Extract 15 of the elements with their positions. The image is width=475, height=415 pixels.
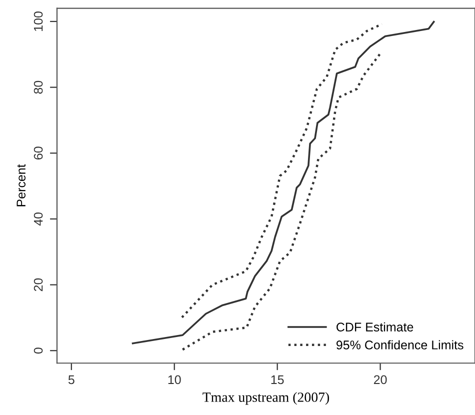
y-tick-label: 80 xyxy=(34,80,43,94)
y-tick-label: 20 xyxy=(34,278,43,292)
legend-label: 95% Confidence Limits xyxy=(336,340,464,350)
y-tick-label: 100 xyxy=(34,12,43,31)
y-tick-label: 40 xyxy=(34,212,43,226)
x-tick-label: 15 xyxy=(271,375,284,384)
y-tick-label: 0 xyxy=(34,348,43,354)
x-tick-label: 20 xyxy=(374,375,387,384)
x-tick-label: 10 xyxy=(168,375,181,384)
line-series xyxy=(180,22,384,318)
legend-label: CDF Estimate xyxy=(336,322,414,332)
x-axis-title: Tmax upstream (2007) xyxy=(202,392,330,405)
y-axis-title: Percent xyxy=(16,164,26,206)
y-tick-label: 60 xyxy=(34,146,43,160)
x-tick-label: 5 xyxy=(68,375,74,384)
